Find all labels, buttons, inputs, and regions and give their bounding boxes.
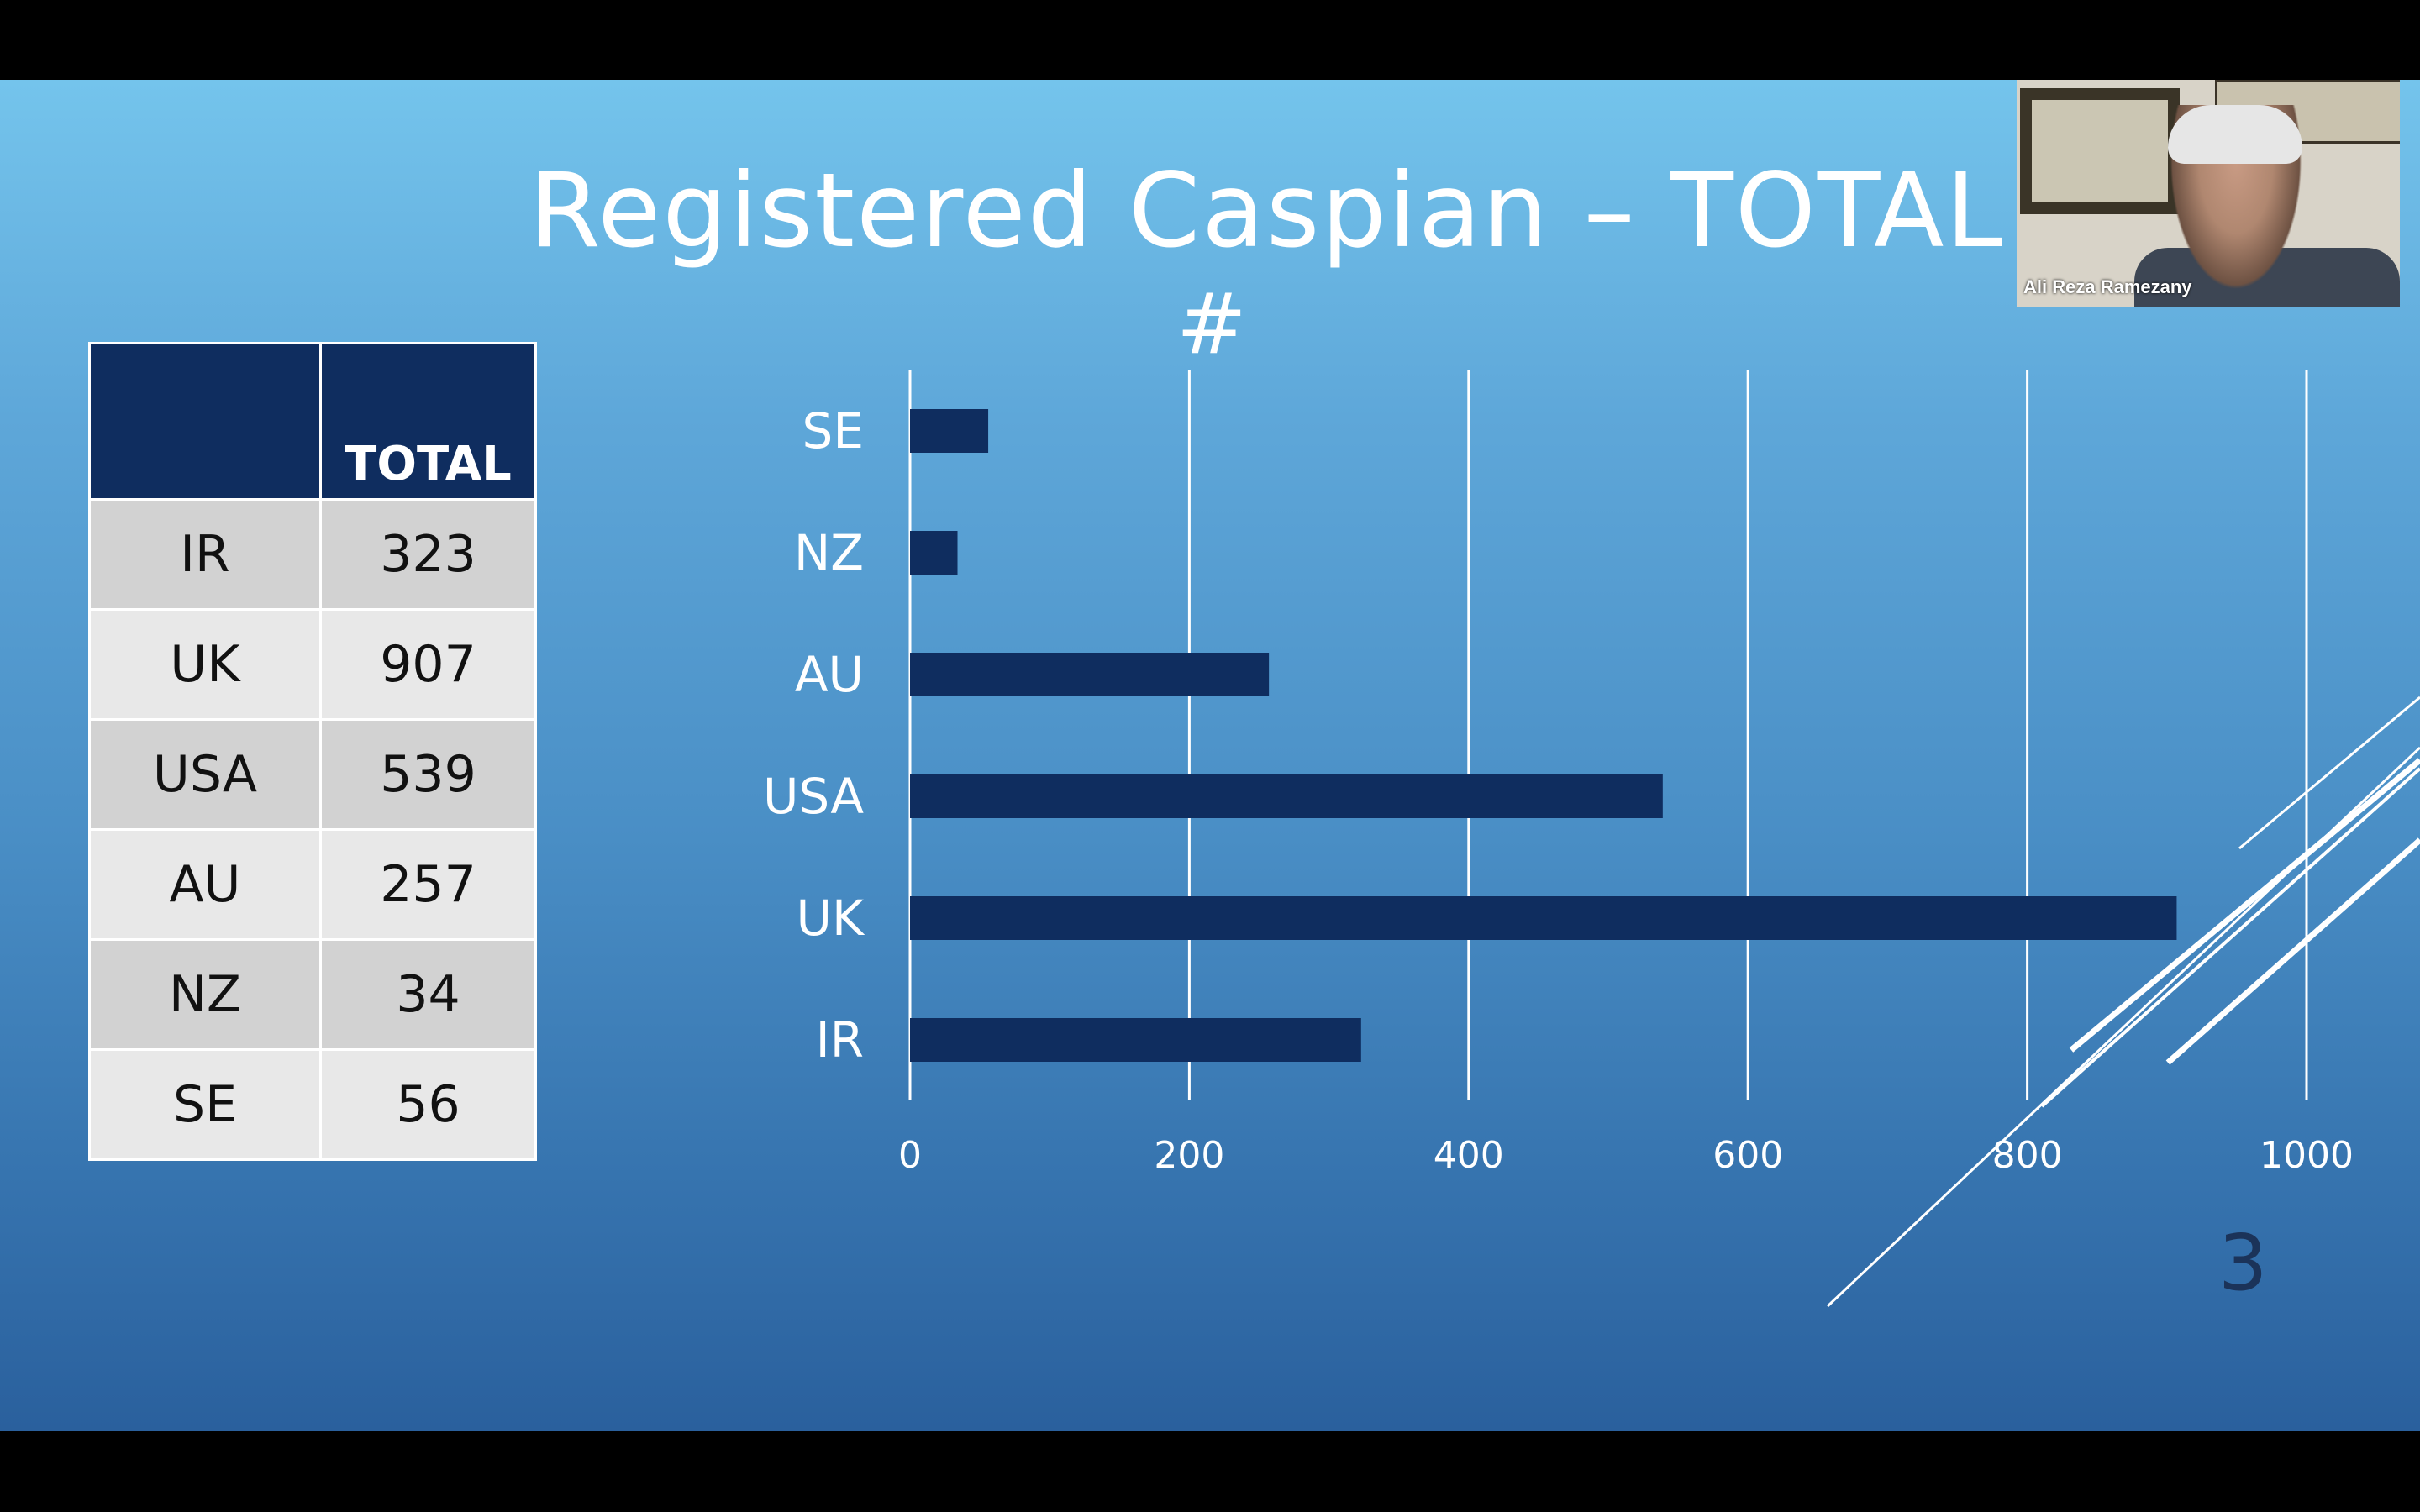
chart-bars <box>910 409 2177 1062</box>
x-tick-label: 0 <box>898 1134 922 1177</box>
table-header-total: TOTAL <box>319 342 537 501</box>
y-category-label: USA <box>763 768 864 825</box>
y-category-label: SE <box>802 402 864 459</box>
y-category-label: IR <box>816 1011 864 1068</box>
table-row: NZ 34 <box>88 938 537 1051</box>
table-cell-total: 257 <box>319 828 537 941</box>
bar-au <box>910 653 1270 696</box>
chart-tick-labels: 0 200 400 600 800 1000 <box>898 1134 2354 1177</box>
deco-line <box>2069 758 2420 1053</box>
x-tick-label: 200 <box>1154 1134 1224 1177</box>
x-tick-label: 1000 <box>2260 1134 2354 1177</box>
bar-ir <box>910 1018 1361 1062</box>
chart-category-labels: SE NZ AU USA UK IR <box>763 402 865 1068</box>
table-row: IR 323 <box>88 498 537 611</box>
x-tick-label: 800 <box>1992 1134 2063 1177</box>
table-row: AU 257 <box>88 828 537 941</box>
table-cell-country: USA <box>88 718 322 831</box>
y-category-label: NZ <box>794 524 864 581</box>
y-category-label: UK <box>797 890 865 947</box>
participant-hair <box>2168 105 2302 164</box>
x-tick-label: 400 <box>1434 1134 1504 1177</box>
x-tick-label: 600 <box>1712 1134 1783 1177</box>
bar-chart: SE NZ AU USA UK IR 0 200 400 600 800 1000 <box>763 370 2420 1308</box>
table-cell-total: 323 <box>319 498 537 611</box>
participant-name-label: Ali Reza Ramezany <box>2023 276 2192 297</box>
table-header-row: TOTAL <box>88 342 537 501</box>
table-row: SE 56 <box>88 1048 537 1161</box>
table-cell-country: IR <box>88 498 322 611</box>
wall-frame <box>2020 88 2180 214</box>
table-row: USA 539 <box>88 718 537 831</box>
y-category-label: AU <box>795 646 864 703</box>
webcam-tile[interactable]: Ali Reza Ramezany <box>2017 80 2400 307</box>
bar-usa <box>910 774 1663 818</box>
table-cell-total: 539 <box>319 718 537 831</box>
deco-line <box>2040 767 2420 1108</box>
slide-page-number: 3 <box>2218 1218 2268 1308</box>
slide-subtitle: # <box>1176 275 1247 373</box>
chart-grid <box>908 370 2308 1100</box>
table-row: UK 907 <box>88 608 537 721</box>
data-table: TOTAL IR 323 UK 907 USA 539 AU 257 NZ 34… <box>88 342 537 1161</box>
table-cell-total: 56 <box>319 1048 537 1161</box>
table-cell-country: AU <box>88 828 322 941</box>
table-cell-total: 907 <box>319 608 537 721</box>
table-cell-country: NZ <box>88 938 322 1051</box>
bar-se <box>910 409 989 453</box>
table-cell-country: SE <box>88 1048 322 1161</box>
decorative-lines <box>1826 696 2420 1308</box>
deco-line <box>2238 696 2420 850</box>
deco-line <box>2165 837 2420 1065</box>
slide-title: Registered Caspian – TOTAL <box>529 151 2005 270</box>
bar-uk <box>910 896 2177 940</box>
table-cell-country: UK <box>88 608 322 721</box>
bar-nz <box>910 531 958 575</box>
table-cell-total: 34 <box>319 938 537 1051</box>
table-header-empty <box>88 342 322 501</box>
